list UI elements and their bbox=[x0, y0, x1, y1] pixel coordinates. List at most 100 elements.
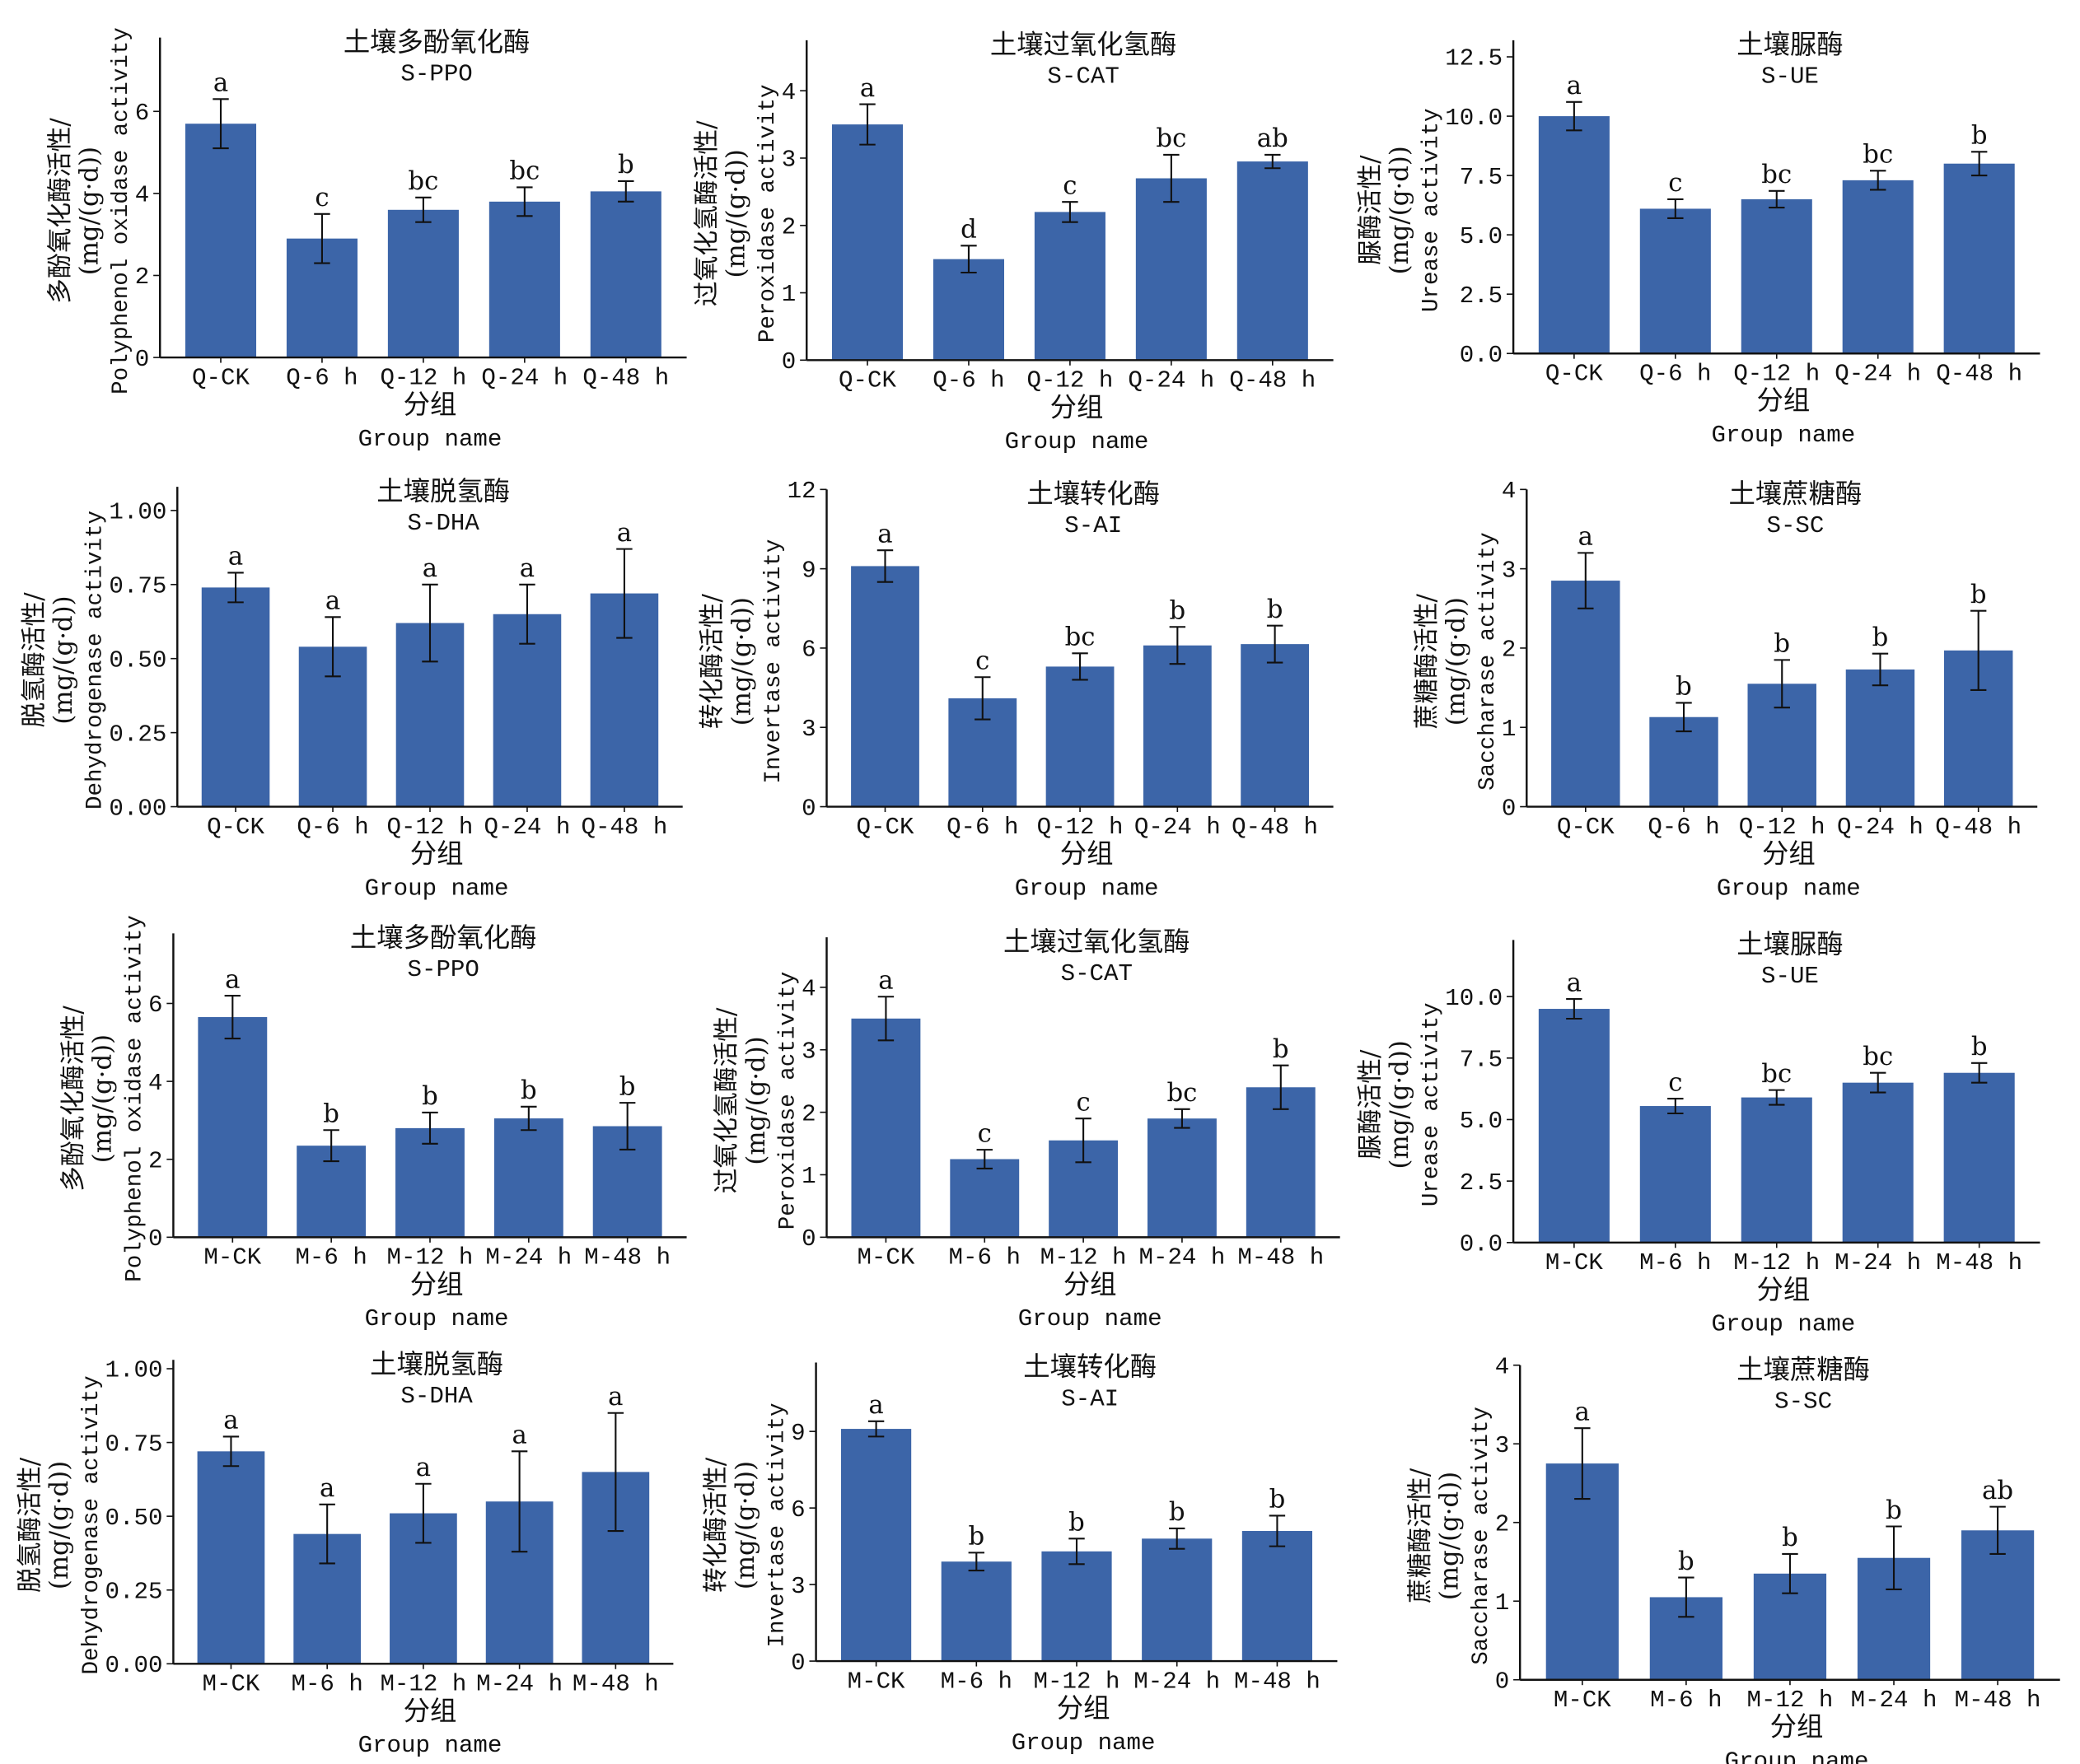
y-tick-label: 3 bbox=[1495, 1432, 1509, 1459]
significance-letter: a bbox=[1567, 71, 1582, 100]
y-axis-label: Dehydrogenase activity bbox=[79, 1375, 105, 1674]
significance-letter: c bbox=[978, 1118, 992, 1148]
x-tick-label: M-12 h bbox=[1747, 1687, 1834, 1714]
x-tick-label: Q-6 h bbox=[932, 367, 1004, 394]
x-tick-label: M-CK bbox=[1545, 1249, 1603, 1276]
x-axis-label-cn: 分组 bbox=[404, 389, 457, 420]
y-tick-label: 6 bbox=[148, 992, 162, 1019]
chart-title-en: S-SC bbox=[1774, 1388, 1832, 1416]
y-axis-label: Saccharase activity bbox=[1469, 1407, 1494, 1665]
bar bbox=[493, 614, 562, 807]
y-tick-label: 0 bbox=[1495, 1668, 1509, 1695]
y-axis-label: Polyphenol oxidase activity bbox=[109, 27, 134, 394]
bar bbox=[1041, 1551, 1112, 1662]
y-axis-label: Invertase activity bbox=[761, 539, 787, 784]
significance-letter: bc bbox=[1166, 1078, 1197, 1108]
y-axis-label: Peroxidase activity bbox=[755, 84, 781, 343]
chart-title-en: S-UE bbox=[1761, 963, 1819, 990]
y-tick-label: 6 bbox=[135, 100, 149, 127]
significance-letter: a bbox=[520, 553, 535, 583]
chart-title-cn: 土壤脲酶 bbox=[1736, 929, 1843, 960]
x-axis-label-en: Group name bbox=[1717, 875, 1861, 902]
y-tick-label: 9 bbox=[791, 1420, 805, 1447]
y-axis-label: (mg/(g·d)) bbox=[727, 597, 756, 726]
y-tick-label: 0 bbox=[1502, 795, 1516, 822]
x-axis-label-cn: 分组 bbox=[1762, 838, 1816, 870]
x-tick-label: Q-6 h bbox=[297, 814, 368, 841]
chart-title-cn: 土壤多酚氧化酶 bbox=[350, 922, 537, 954]
x-axis-label-cn: 分组 bbox=[1757, 385, 1811, 416]
y-axis-label: (mg/(g·d)) bbox=[731, 1461, 760, 1589]
bar bbox=[1246, 1087, 1316, 1238]
y-tick-label: 3 bbox=[1502, 557, 1516, 584]
y-axis-label: Urease activity bbox=[1419, 1003, 1445, 1207]
x-tick-label: M-CK bbox=[848, 1668, 905, 1695]
bar bbox=[488, 201, 560, 358]
y-tick-label: 2 bbox=[782, 213, 796, 240]
y-axis-label: 脲酶活性/ bbox=[1355, 155, 1385, 265]
chart-title-en: S-AI bbox=[1064, 512, 1122, 539]
chart-title-en: S-UE bbox=[1761, 63, 1819, 91]
chart-title-cn: 土壤蔗糖酶 bbox=[1729, 478, 1863, 510]
y-axis-label: (mg/(g·d)) bbox=[88, 1034, 118, 1163]
y-tick-label: 4 bbox=[782, 79, 796, 106]
y-axis-label: 多酚氧化酶活性/ bbox=[45, 118, 75, 304]
bar bbox=[941, 1561, 1012, 1662]
bar bbox=[1147, 1118, 1217, 1238]
x-tick-label: Q-24 h bbox=[1835, 361, 1921, 388]
y-axis-label: 脱氢酶活性/ bbox=[19, 592, 49, 728]
significance-letter: bc bbox=[1761, 160, 1792, 189]
y-tick-label: 1 bbox=[1495, 1589, 1509, 1617]
x-tick-label: Q-CK bbox=[207, 814, 264, 841]
y-tick-label: 4 bbox=[135, 182, 149, 209]
y-tick-label: 3 bbox=[802, 716, 816, 743]
chart-title-cn: 土壤转化酶 bbox=[1026, 478, 1160, 510]
chart-title-cn: 土壤蔗糖酶 bbox=[1736, 1354, 1870, 1385]
bar bbox=[1961, 1530, 2035, 1680]
y-axis-label: (mg/(g·d)) bbox=[1442, 597, 1471, 726]
significance-letter: bc bbox=[408, 166, 438, 196]
x-tick-label: M-24 h bbox=[1133, 1668, 1220, 1695]
significance-letter: a bbox=[416, 1453, 431, 1482]
significance-letter: ab bbox=[1257, 124, 1288, 153]
x-tick-label: M-24 h bbox=[485, 1244, 572, 1272]
y-axis-label: 多酚氧化酶活性/ bbox=[58, 1006, 88, 1192]
y-tick-label: 9 bbox=[802, 557, 816, 584]
chart-title-en: S-DHA bbox=[407, 510, 479, 537]
x-tick-label: M-12 h bbox=[380, 1671, 466, 1698]
significance-letter: a bbox=[617, 518, 632, 548]
significance-letter: b bbox=[1169, 596, 1185, 626]
y-axis-label: (mg/(g·d)) bbox=[74, 147, 104, 275]
y-tick-label: 2 bbox=[1502, 637, 1516, 664]
y-tick-label: 2 bbox=[1495, 1510, 1509, 1538]
x-tick-label: M-24 h bbox=[476, 1671, 563, 1698]
significance-letter: a bbox=[325, 586, 340, 616]
x-tick-label: M-6 h bbox=[1650, 1687, 1722, 1714]
significance-letter: bc bbox=[1761, 1059, 1792, 1089]
chart-panel-6: a Q-CK b Q-6 h b Q-12 h b Q-24 h b Q-48 h 0 1 2 3 4 土壤蔗… bbox=[1412, 478, 2038, 902]
significance-letter: b bbox=[422, 1081, 438, 1111]
y-tick-label: 12.5 bbox=[1445, 45, 1503, 72]
y-axis-label: 脱氢酶活性/ bbox=[16, 1457, 45, 1593]
bar bbox=[831, 124, 904, 361]
y-tick-label: 0.50 bbox=[109, 646, 166, 674]
x-tick-label: M-24 h bbox=[1835, 1249, 1921, 1276]
y-axis-label: (mg/(g·d)) bbox=[44, 1461, 74, 1589]
x-tick-label: Q-6 h bbox=[286, 364, 358, 391]
y-axis-label: (mg/(g·d)) bbox=[49, 595, 78, 724]
significance-letter: bc bbox=[1156, 124, 1186, 153]
significance-letter: bc bbox=[1863, 1042, 1893, 1071]
x-tick-label: M-12 h bbox=[1034, 1668, 1120, 1695]
chart-panel-4: a Q-CK a Q-6 h a Q-12 h a Q-24 h a Q-48 h 0.00 0.25… bbox=[19, 475, 683, 902]
x-tick-label: Q-48 h bbox=[1229, 367, 1316, 394]
y-axis-label: (mg/(g·d)) bbox=[721, 149, 750, 278]
x-axis-label-en: Group name bbox=[365, 875, 509, 902]
x-tick-label: M-CK bbox=[203, 1244, 261, 1272]
y-axis-label: (mg/(g·d)) bbox=[741, 1036, 771, 1164]
chart-panel-11: a M-CK b M-6 h b M-12 h b M-24 h b M-48 h 0 3 6 9 土壤转化… bbox=[701, 1351, 1338, 1757]
y-axis-label: Peroxidase activity bbox=[775, 972, 801, 1230]
y-tick-label: 1.00 bbox=[109, 499, 166, 526]
significance-letter: a bbox=[877, 519, 892, 548]
significance-letter: b bbox=[1971, 121, 1988, 151]
x-tick-label: Q-6 h bbox=[1648, 814, 1719, 841]
